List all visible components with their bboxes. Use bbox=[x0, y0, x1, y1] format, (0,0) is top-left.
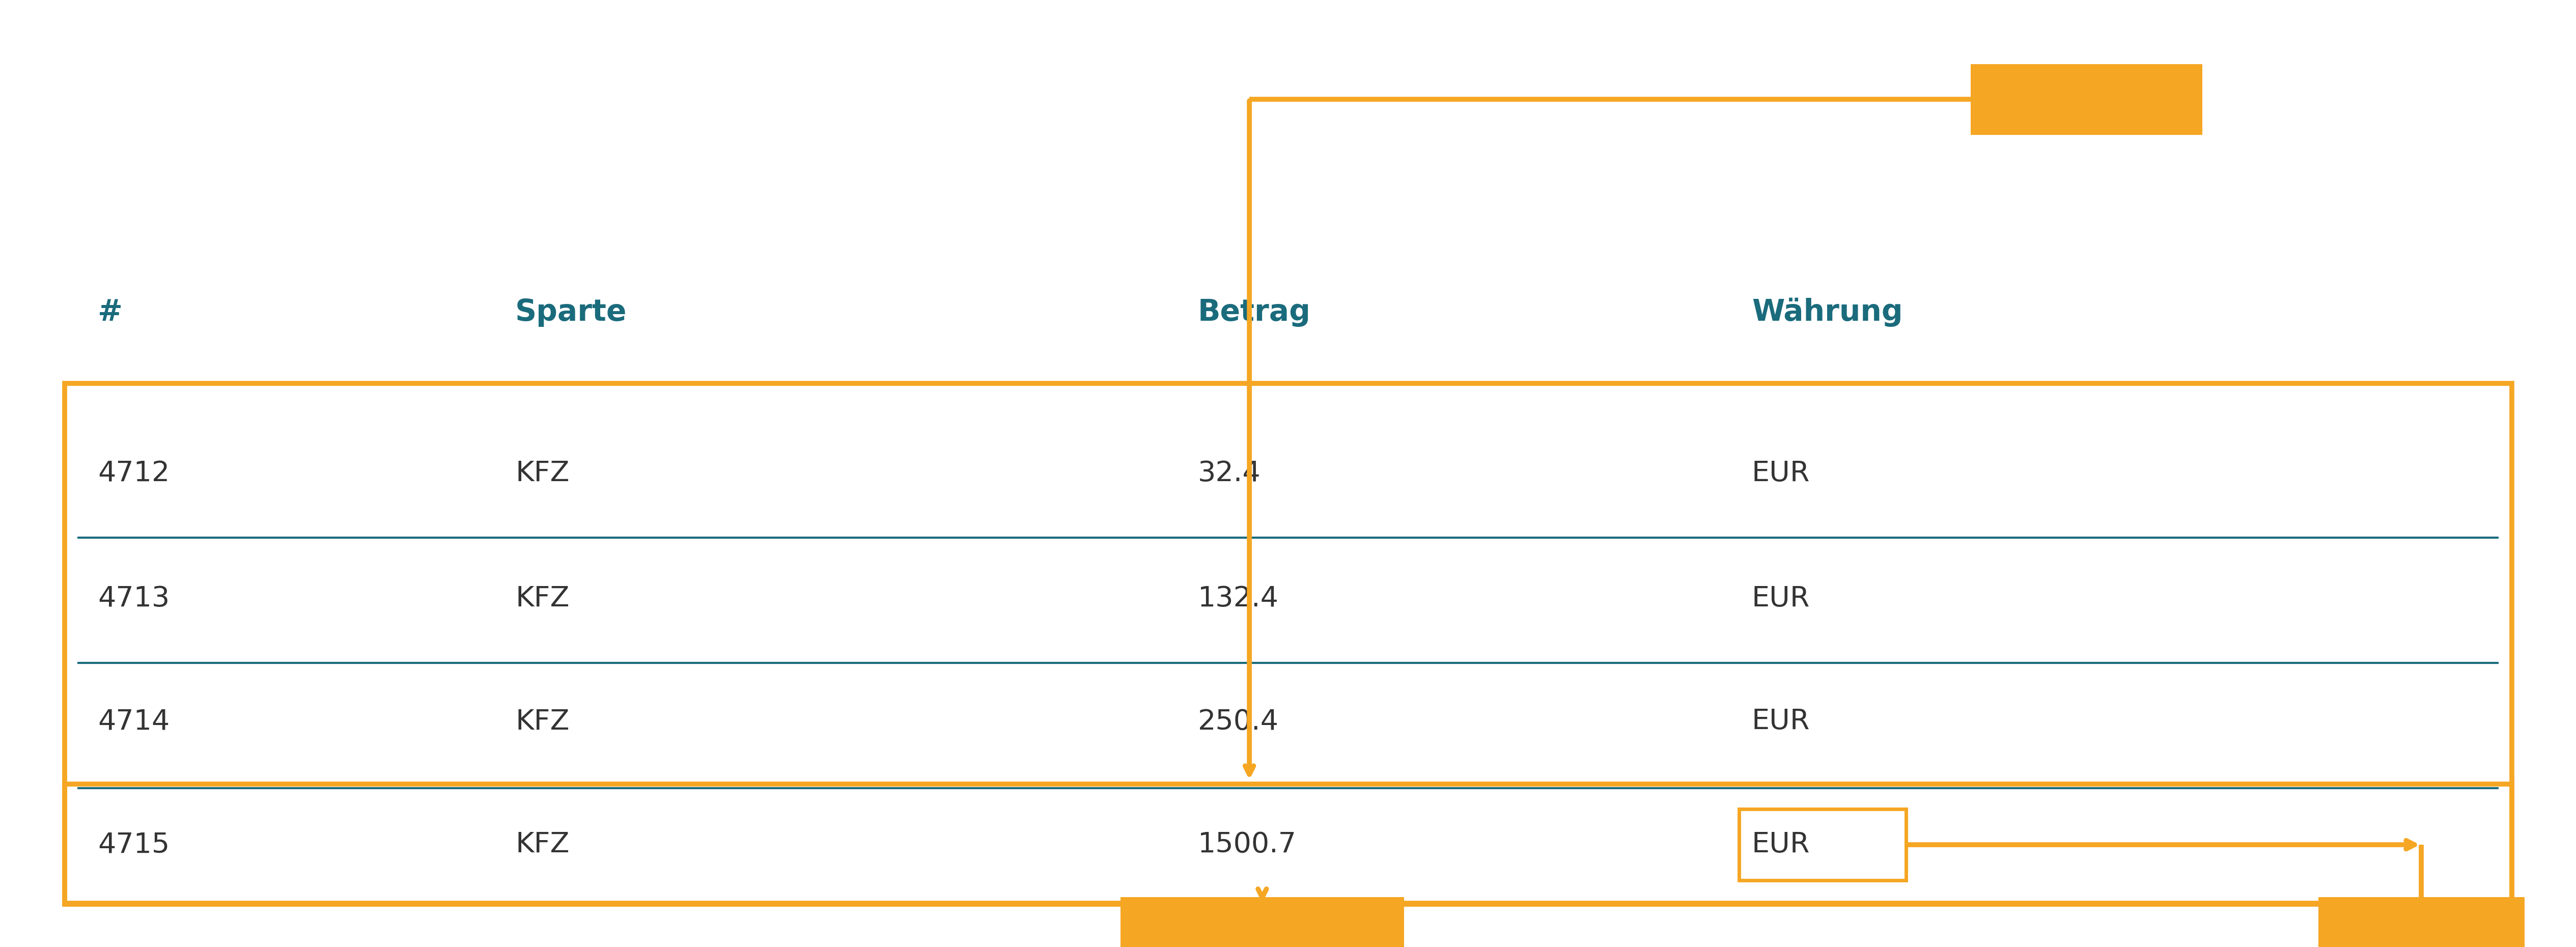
Text: EUR: EUR bbox=[1752, 459, 1811, 488]
Text: #: # bbox=[98, 298, 124, 327]
Text: Währung: Währung bbox=[1752, 298, 1904, 327]
Text: 4712: 4712 bbox=[98, 459, 170, 488]
Text: EUR: EUR bbox=[1752, 584, 1811, 613]
Text: KFZ: KFZ bbox=[515, 459, 569, 488]
Text: 32.4: 32.4 bbox=[1198, 459, 1260, 488]
Bar bbox=[1121, 898, 1404, 947]
Text: <td>: <td> bbox=[2393, 917, 2450, 939]
Text: Sparte: Sparte bbox=[515, 298, 626, 327]
Bar bbox=[1971, 64, 2202, 135]
Text: KFZ: KFZ bbox=[515, 584, 569, 613]
Text: <tr>: <tr> bbox=[2058, 88, 2115, 111]
Bar bbox=[2318, 898, 2524, 947]
Text: 1500.7: 1500.7 bbox=[1198, 831, 1296, 859]
Text: EUR: EUR bbox=[1752, 707, 1811, 736]
Bar bbox=[1739, 809, 1906, 881]
Text: 250.4: 250.4 bbox=[1198, 707, 1278, 736]
Text: <tbody>: <tbody> bbox=[1213, 917, 1311, 939]
Text: 4713: 4713 bbox=[98, 584, 170, 613]
Text: KFZ: KFZ bbox=[515, 707, 569, 736]
Text: 132.4: 132.4 bbox=[1198, 584, 1278, 613]
Text: 4714: 4714 bbox=[98, 707, 170, 736]
Text: KFZ: KFZ bbox=[515, 831, 569, 859]
Bar bbox=[64, 784, 2512, 903]
Text: EUR: EUR bbox=[1752, 831, 1811, 859]
Text: 4715: 4715 bbox=[98, 831, 170, 859]
Bar bbox=[64, 384, 2512, 904]
Text: Betrag: Betrag bbox=[1198, 298, 1311, 327]
